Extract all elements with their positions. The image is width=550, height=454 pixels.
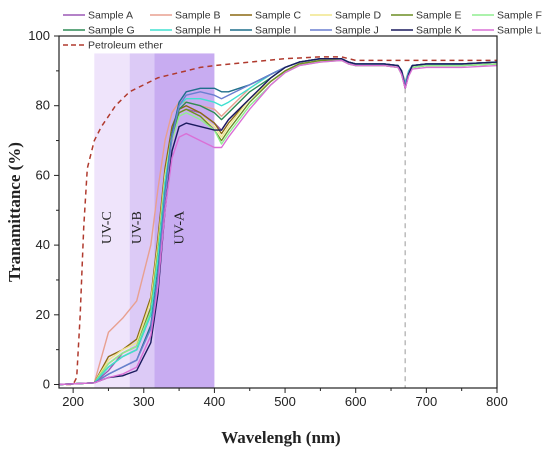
legend-item-sample-i: Sample I — [230, 25, 296, 37]
legend-label: Petroleum ether — [88, 40, 163, 52]
legend-label: Sample E — [416, 10, 462, 22]
legend-item-sample-g: Sample G — [63, 25, 135, 37]
axes-layer: 200 300 400 500 600 700 800 0 20 40 60 80 100 — [28, 28, 508, 409]
series-line-sample-l — [58, 59, 498, 386]
band-label-uv-b: UV-B — [130, 211, 145, 244]
y-axis-title: Tranamittance (%) — [5, 142, 24, 282]
legend-item-sample-d: Sample D — [310, 10, 382, 22]
legend-label: Sample D — [335, 10, 382, 22]
legend-label: Sample A — [88, 10, 133, 22]
legend-label: Sample K — [416, 25, 462, 37]
y-tick-label-60: 60 — [36, 167, 50, 182]
legend-item-sample-l: Sample L — [472, 25, 542, 37]
x-tick-label-500: 500 — [274, 394, 296, 409]
y-tick-label-20: 20 — [36, 307, 50, 322]
legend-label: Sample G — [88, 25, 135, 37]
band-label-uv-a: UV-A — [172, 210, 187, 245]
legend-item-sample-c: Sample C — [230, 10, 302, 22]
legend-item-sample-f: Sample F — [472, 10, 542, 22]
band-label-uv-c: UV-C — [100, 211, 115, 244]
x-tick-label-300: 300 — [133, 394, 155, 409]
x-tick-label-200: 200 — [62, 394, 84, 409]
x-tick-label-800: 800 — [486, 394, 508, 409]
series-line-petroleum-ether — [66, 56, 497, 386]
legend-item-sample-a: Sample A — [63, 10, 133, 22]
x-tick-label-600: 600 — [345, 394, 367, 409]
legend-label: Sample H — [175, 25, 221, 37]
y-tick-label-80: 80 — [36, 98, 50, 113]
x-tick-label-400: 400 — [204, 394, 226, 409]
y-tick-label-100: 100 — [28, 28, 50, 43]
legend-label: Sample L — [497, 25, 542, 37]
legend-item-sample-e: Sample E — [391, 10, 462, 22]
legend-item-sample-b: Sample B — [150, 10, 221, 22]
plot-frame — [58, 35, 498, 389]
y-tick-label-0: 0 — [43, 377, 50, 392]
x-tick-label-700: 700 — [416, 394, 438, 409]
legend-label: Sample B — [175, 10, 221, 22]
legend-item-petroleum-ether: Petroleum ether — [63, 40, 163, 52]
legend-label: Sample J — [335, 25, 379, 37]
legend-label: Sample F — [497, 10, 542, 22]
band-uv-c — [94, 53, 130, 388]
x-axis-title: Wavelengh (nm) — [221, 428, 340, 447]
legend: Sample A Sample B Sample C Sample D Sample E… — [63, 10, 542, 52]
series-layer — [58, 56, 498, 386]
legend-item-sample-h: Sample H — [150, 25, 221, 37]
y-tick-label-40: 40 — [36, 237, 50, 252]
legend-label: Sample C — [255, 10, 302, 22]
legend-item-sample-k: Sample K — [391, 25, 462, 37]
legend-label: Sample I — [255, 25, 296, 37]
legend-item-sample-j: Sample J — [310, 25, 379, 37]
